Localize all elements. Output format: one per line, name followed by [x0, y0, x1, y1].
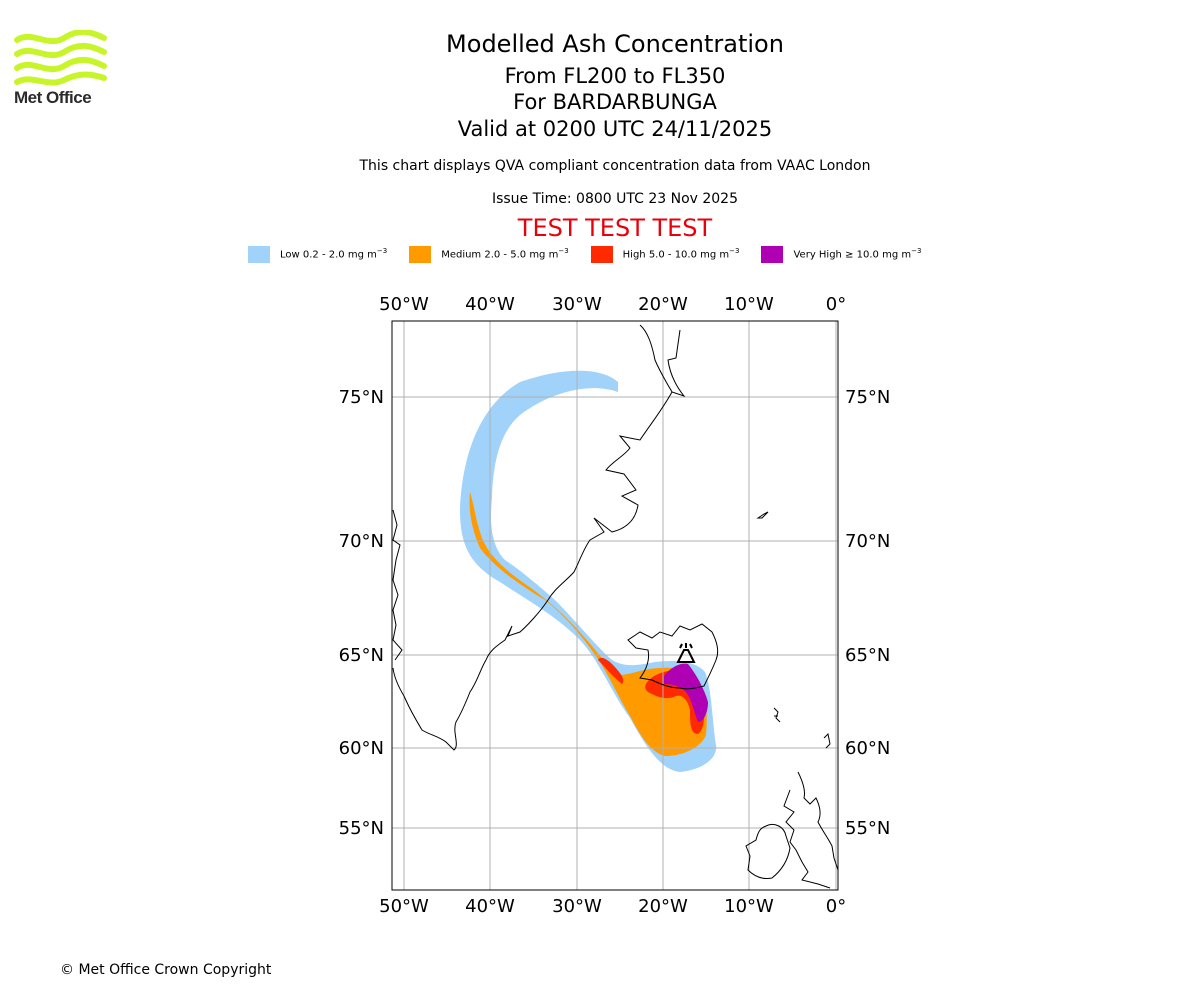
legend-swatch-high [590, 245, 613, 263]
volcano-icon [676, 643, 696, 663]
lon-label-bottom: 30°W [552, 896, 602, 917]
met-office-waves-icon [14, 29, 107, 86]
lat-label-left: 75°N [339, 387, 384, 408]
coast-great-britain [783, 771, 839, 889]
lat-label-right: 60°N [845, 738, 890, 759]
lon-label-top: 30°W [552, 294, 602, 315]
legend: Low 0.2 - 2.0 mg m−3 Medium 2.0 - 5.0 mg… [248, 244, 943, 264]
coast-shetland [823, 732, 831, 749]
coast-ireland [745, 823, 791, 879]
ash-very-high-area [664, 663, 708, 722]
legend-swatch-low [248, 245, 270, 263]
legend-label-high: High 5.0 - 10.0 mg m−3 [622, 247, 740, 261]
lon-labels-bottom: 50°W 40°W 30°W 20°W 10°W 0° [379, 896, 846, 917]
volcano-marker [676, 643, 696, 663]
legend-label-medium: Medium 2.0 - 5.0 mg m−3 [441, 247, 569, 261]
legend-item-medium: Medium 2.0 - 5.0 mg m−3 [409, 245, 569, 263]
lon-label-top: 40°W [465, 294, 515, 315]
met-office-wordmark: Met Office [14, 88, 92, 107]
map-background [392, 321, 838, 890]
lat-labels-right: 75°N 70°N 65°N 60°N 55°N [845, 387, 890, 839]
legend-item-low: Low 0.2 - 2.0 mg m−3 [248, 245, 388, 263]
lat-label-right: 55°N [845, 818, 890, 839]
flight-level-range: From FL200 to FL350 [504, 64, 726, 88]
lon-labels-top: 50°W 40°W 30°W 20°W 10°W 0° [379, 294, 846, 315]
lon-label-top: 20°W [638, 294, 688, 315]
map-frame [391, 320, 839, 891]
lon-label-bottom: 50°W [379, 896, 429, 917]
coast-faroe [773, 707, 781, 723]
lat-label-left: 65°N [339, 645, 384, 666]
ash-map: 50°W 40°W 30°W 20°W 10°W 0° 50°W 40°W 30… [339, 294, 891, 917]
lon-label-bottom: 0° [826, 896, 846, 917]
coast-jan-mayen [756, 511, 769, 519]
lat-label-left: 60°N [339, 738, 384, 759]
lon-label-bottom: 10°W [724, 896, 774, 917]
lon-label-bottom: 40°W [465, 896, 515, 917]
coastlines [392, 324, 839, 889]
lat-label-right: 75°N [845, 387, 890, 408]
lon-label-top: 0° [826, 294, 846, 315]
legend-label-very-high: Very High ≥ 10.0 mg m−3 [793, 247, 922, 261]
legend-item-high: High 5.0 - 10.0 mg m−3 [590, 245, 740, 263]
met-office-logo: Met Office [14, 29, 108, 108]
coast-iceland [627, 623, 719, 690]
legend-swatch-very-high [761, 245, 784, 263]
gridlines [392, 321, 838, 890]
lat-label-right: 70°N [845, 531, 890, 552]
coast-greenland-east [392, 324, 686, 751]
lat-label-right: 65°N [845, 645, 890, 666]
copyright-notice: © Met Office Crown Copyright [60, 962, 272, 978]
lat-label-left: 55°N [339, 818, 384, 839]
lon-label-bottom: 20°W [638, 896, 688, 917]
volcano-name: For BARDARBUNGA [513, 90, 717, 114]
legend-label-low: Low 0.2 - 2.0 mg m−3 [280, 247, 388, 261]
valid-time: Valid at 0200 UTC 24/11/2025 [457, 117, 773, 141]
issue-time: Issue Time: 0800 UTC 23 Nov 2025 [491, 191, 739, 207]
legend-swatch-medium [409, 245, 432, 263]
lon-label-top: 10°W [724, 294, 774, 315]
lat-label-left: 70°N [339, 531, 384, 552]
lat-labels-left: 75°N 70°N 65°N 60°N 55°N [339, 387, 384, 839]
qva-note: This chart displays QVA compliant concen… [359, 158, 871, 174]
legend-item-very-high: Very High ≥ 10.0 mg m−3 [761, 245, 922, 263]
test-banner: TEST TEST TEST [517, 214, 713, 242]
coast-greenland-west-edge [392, 509, 403, 661]
chart-title: Modelled Ash Concentration [446, 30, 784, 58]
lon-label-top: 50°W [379, 294, 429, 315]
